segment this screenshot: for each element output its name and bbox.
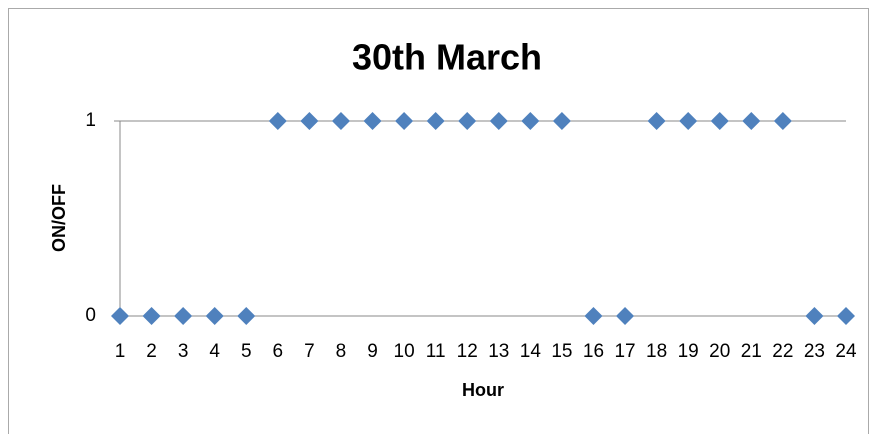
marker: [837, 307, 855, 325]
marker: [521, 112, 540, 130]
marker: [679, 112, 698, 130]
marker: [174, 307, 193, 325]
x-tick-label: 11: [426, 341, 446, 362]
marker: [805, 307, 824, 325]
x-tick-label: 12: [457, 341, 478, 362]
x-tick-label: 3: [178, 341, 189, 362]
y-tick-label: 1: [85, 110, 96, 131]
marker: [331, 112, 350, 130]
marker: [742, 112, 761, 130]
marker: [300, 112, 319, 130]
y-tick-label: 0: [85, 305, 96, 326]
marker: [205, 307, 224, 325]
x-tick-label: 9: [367, 341, 378, 362]
marker: [773, 112, 792, 130]
x-tick-label: 4: [209, 341, 220, 362]
x-tick-label: 6: [273, 341, 284, 362]
x-tick-label: 10: [394, 341, 415, 362]
x-tick-label: 2: [146, 341, 157, 362]
marker: [268, 112, 287, 130]
marker: [552, 112, 571, 130]
marker: [647, 112, 666, 130]
y-axis-title: ON/OFF: [49, 184, 69, 252]
marker: [426, 112, 445, 130]
marker: [395, 112, 414, 130]
x-tick-label: 22: [772, 341, 793, 362]
chart-title: 30th March: [352, 37, 542, 78]
x-tick-label: 19: [678, 341, 699, 362]
x-tick-label: 17: [614, 341, 635, 362]
marker: [237, 307, 256, 325]
chart-border: [8, 8, 869, 434]
x-tick-label: 16: [583, 341, 604, 362]
x-tick-label: 21: [741, 341, 762, 362]
x-tick-label: 14: [520, 341, 542, 362]
x-axis-title: Hour: [462, 380, 504, 400]
marker: [489, 112, 508, 130]
marker: [363, 112, 382, 130]
x-tick-label: 7: [304, 341, 315, 362]
marker: [710, 112, 729, 130]
x-tick-label: 20: [709, 341, 730, 362]
x-tick-label: 15: [551, 341, 572, 362]
marker: [458, 112, 477, 130]
marker: [584, 307, 603, 325]
x-tick-label: 1: [115, 341, 126, 362]
x-tick-label: 5: [241, 341, 252, 362]
x-tick-label: 8: [336, 341, 347, 362]
marker: [111, 307, 129, 325]
x-tick-label: 13: [488, 341, 509, 362]
marker: [616, 307, 635, 325]
x-tick-label: 24: [835, 341, 857, 362]
marker: [142, 307, 161, 325]
x-tick-label: 23: [804, 341, 825, 362]
x-tick-label: 18: [646, 341, 667, 362]
